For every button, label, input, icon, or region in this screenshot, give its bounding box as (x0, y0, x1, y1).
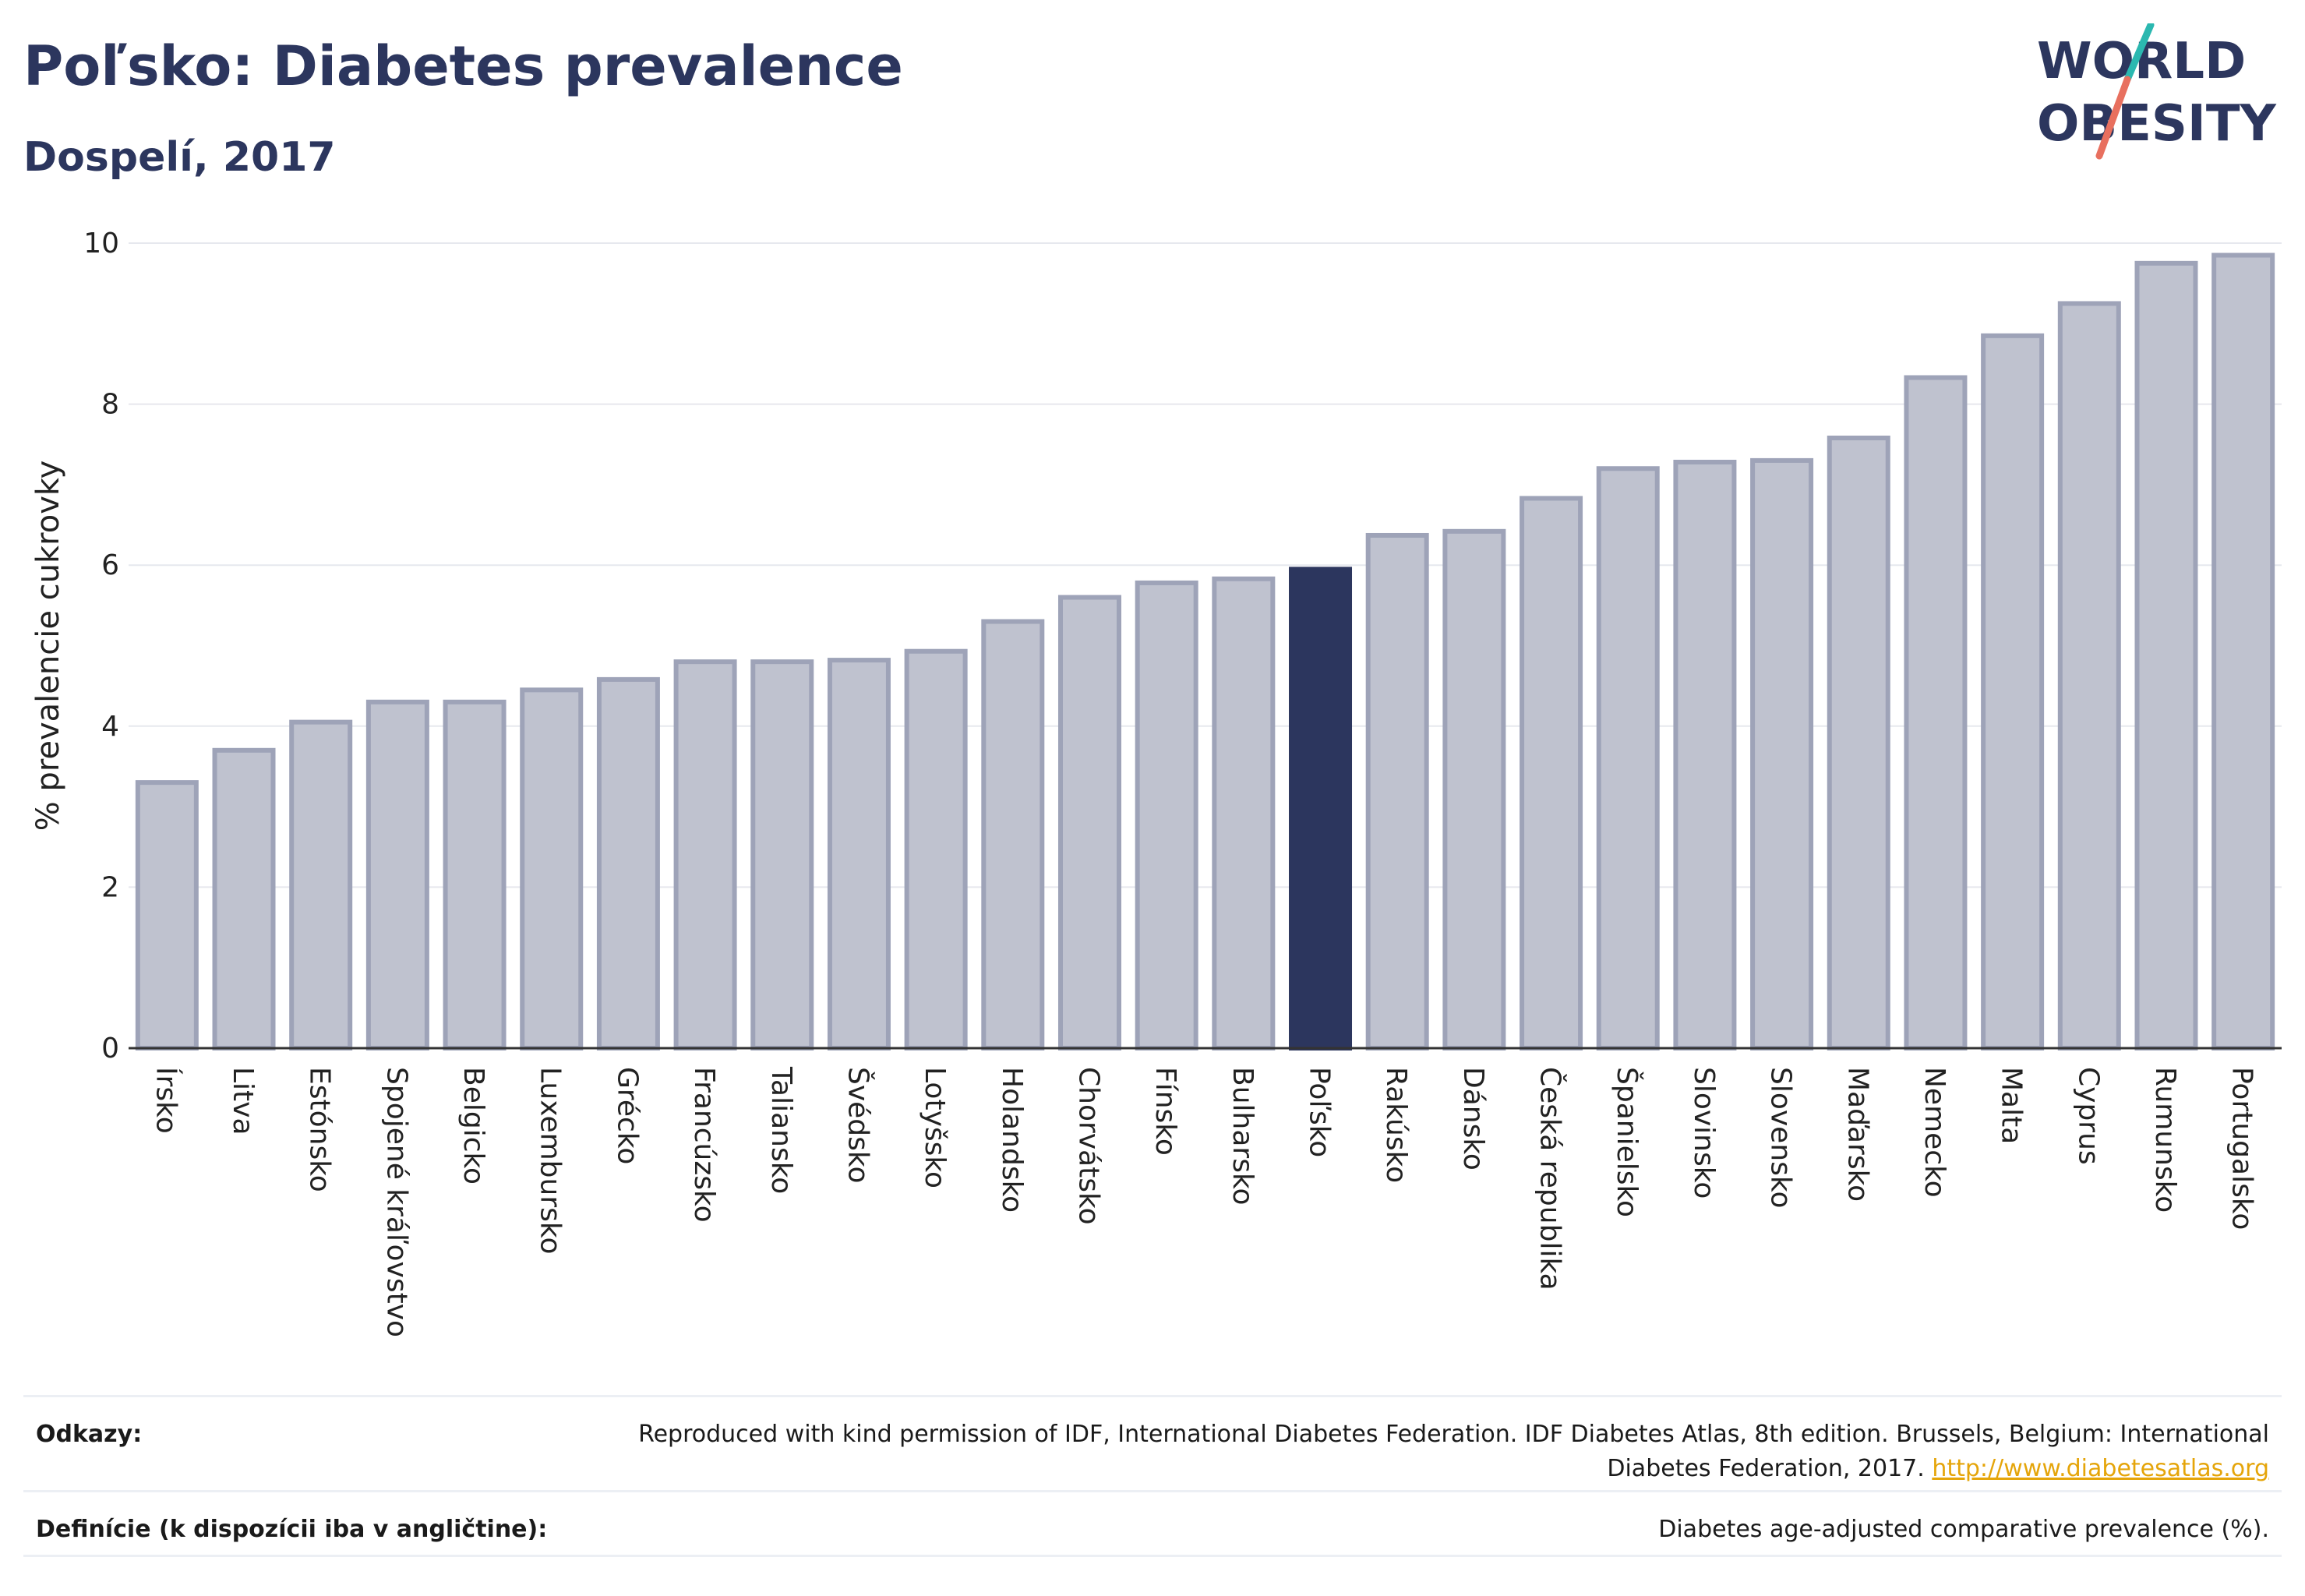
x-tick-label: Dánsko (1457, 1067, 1489, 1171)
x-tick-label: Švédsko (842, 1067, 874, 1184)
x-tick-label: Bulharsko (1227, 1067, 1258, 1206)
x-tick-labels: Írsko Litva Estónsko Spojené kráľovstvo Belg… (150, 1066, 2257, 1337)
bar[interactable] (981, 619, 1045, 1050)
x-tick-label: Fínsko (1149, 1067, 1181, 1156)
references-link[interactable]: http://www.diabetesatlas.org (1932, 1455, 2269, 1482)
references-text-wrap: Reproduced with kind permission of IDF, … (633, 1418, 2269, 1486)
bar[interactable] (1442, 528, 1506, 1050)
x-tick-label: Belgicko (457, 1067, 489, 1185)
definitions-text: Diabetes age-adjusted comparative preval… (1658, 1516, 2269, 1543)
x-tick-label: Rumunsko (2149, 1067, 2181, 1213)
bar[interactable] (1289, 567, 1353, 1050)
x-tick-label: Írsko (150, 1067, 182, 1134)
bar[interactable] (2211, 252, 2275, 1050)
chart-subtitle: Dospelí, 2017 (23, 134, 336, 181)
x-tick-label: Taliansko (765, 1066, 797, 1194)
bar[interactable] (1365, 532, 1429, 1050)
bar[interactable] (289, 719, 353, 1050)
x-tick-label: Chorvátsko (1072, 1067, 1104, 1225)
bar[interactable] (1212, 576, 1276, 1050)
y-tick-label: 10 (83, 228, 119, 260)
bar[interactable] (1596, 466, 1660, 1050)
x-tick-label: Španielsko (1611, 1067, 1643, 1217)
y-tick-labels: 0 2 4 6 8 10 (83, 228, 119, 1065)
x-tick-label: Cyprus (2072, 1067, 2104, 1165)
y-tick-label: 0 (101, 1033, 119, 1065)
bar[interactable] (365, 699, 429, 1050)
chart-title: Poľsko: Diabetes prevalence (23, 34, 903, 98)
x-tick-label: Grécko (611, 1067, 643, 1164)
bar[interactable] (212, 747, 276, 1050)
y-tick-label: 2 (101, 871, 119, 903)
y-tick-label: 8 (101, 389, 119, 421)
references-label: Odkazy: (36, 1421, 143, 1448)
x-tick-label: Malta (1996, 1067, 2028, 1144)
bar[interactable] (1750, 457, 1814, 1050)
x-tick-label: Lotyšsko (919, 1067, 951, 1188)
bar-chart: 0 2 4 6 8 10 Írsko Litva Estónsko Spojené kráľov… (30, 228, 2282, 1337)
bar[interactable] (1135, 580, 1198, 1050)
bar[interactable] (1981, 333, 2045, 1051)
bar[interactable] (520, 687, 584, 1050)
x-tick-label: Francúzsko (688, 1067, 720, 1223)
footer-definitions: Definície (k dispozícii iba v angličtine… (23, 1490, 2282, 1557)
footer-references: Odkazy: Reproduced with kind permission … (23, 1395, 2282, 1491)
x-tick-label: Slovensko (1765, 1067, 1797, 1209)
world-obesity-logo: WORLD OBESITY (2037, 23, 2276, 160)
logo-line2: OBESITY (2037, 95, 2276, 153)
bar[interactable] (1673, 459, 1737, 1050)
bar[interactable] (904, 648, 968, 1051)
bar[interactable] (1827, 435, 1890, 1050)
x-tick-label: Maďarsko (1841, 1067, 1873, 1202)
bar[interactable] (827, 658, 891, 1050)
y-tick-label: 6 (101, 549, 119, 581)
x-tick-label: Portugalsko (2226, 1067, 2258, 1230)
x-tick-label: Holandsko (996, 1067, 1028, 1213)
x-tick-label: Luxembursko (535, 1067, 567, 1254)
bar[interactable] (1904, 375, 1968, 1050)
bar[interactable] (673, 659, 737, 1050)
x-tick-label: Slovinsko (1688, 1067, 1720, 1199)
logo-stroke-coral (2095, 76, 2131, 160)
y-axis-label: % prevalencie cukrovky (30, 461, 66, 832)
x-tick-label: Estónsko (304, 1067, 336, 1192)
x-tick-label: Poľsko (1304, 1067, 1336, 1157)
bar[interactable] (596, 676, 660, 1050)
bar[interactable] (1520, 496, 1583, 1050)
references-text: Reproduced with kind permission of IDF, … (638, 1421, 2269, 1482)
x-tick-label: Litva (227, 1067, 259, 1135)
x-tick-label: Spojené kráľovstvo (380, 1067, 412, 1337)
y-tick-label: 4 (101, 711, 119, 743)
x-tick-label: Česká republika (1534, 1067, 1567, 1291)
bar[interactable] (2057, 301, 2121, 1051)
bar[interactable] (2134, 260, 2198, 1050)
definitions-label: Definície (k dispozícii iba v angličtine… (36, 1516, 548, 1543)
logo-stroke-teal (2123, 23, 2155, 83)
bar[interactable] (1057, 595, 1121, 1050)
bar[interactable] (443, 699, 507, 1050)
x-tick-label: Nemecko (1918, 1067, 1950, 1198)
bar[interactable] (135, 780, 199, 1050)
bar[interactable] (750, 659, 814, 1050)
bars (135, 252, 2275, 1051)
x-tick-label: Rakúsko (1380, 1067, 1412, 1183)
